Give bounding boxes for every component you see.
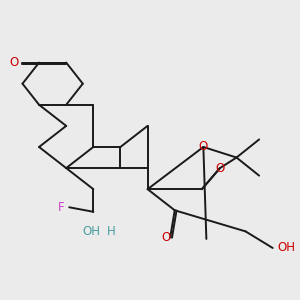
Text: O: O	[199, 140, 208, 154]
Text: O: O	[161, 231, 170, 244]
Text: OH: OH	[83, 225, 101, 238]
Text: F: F	[58, 201, 65, 214]
Text: H: H	[107, 225, 116, 238]
Text: O: O	[9, 56, 19, 69]
Text: OH: OH	[277, 242, 295, 254]
Text: O: O	[215, 162, 225, 175]
